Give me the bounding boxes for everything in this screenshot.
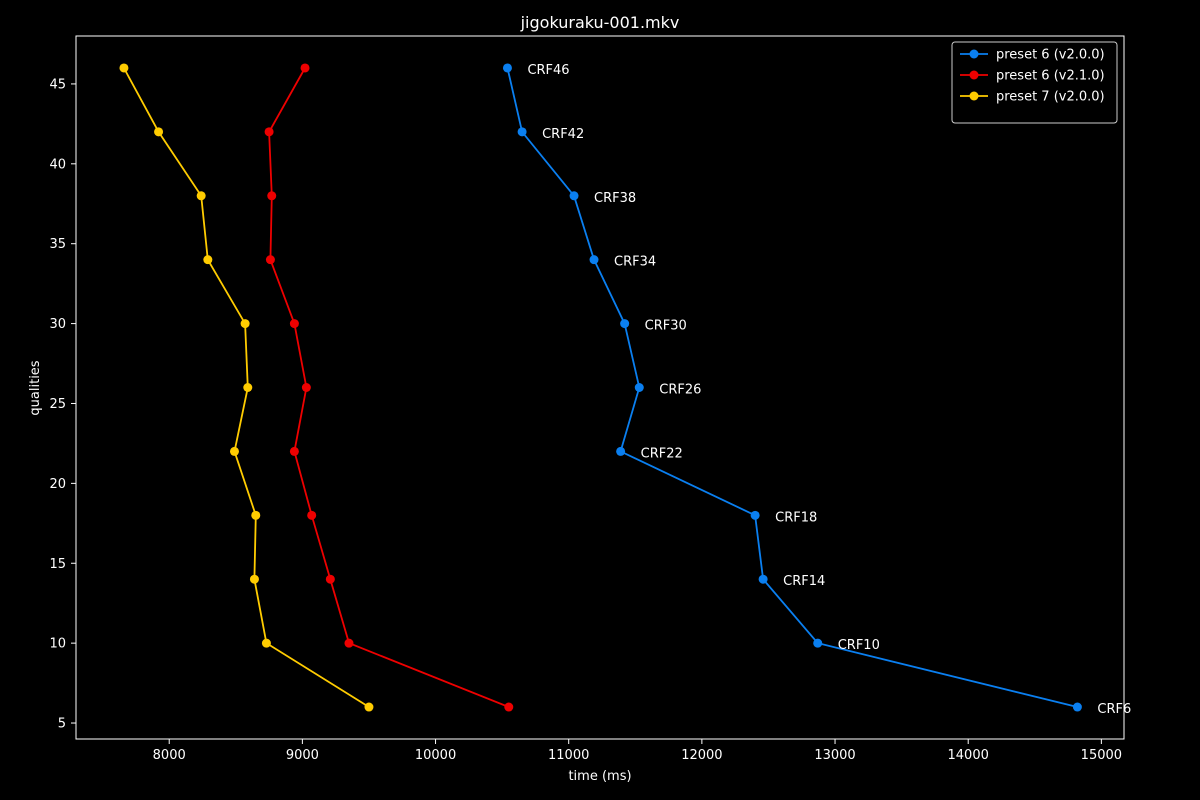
- point-label: CRF6: [1097, 702, 1131, 717]
- point-label: CRF42: [542, 127, 584, 142]
- point-label: CRF14: [783, 574, 825, 589]
- y-tick-label: 45: [49, 77, 66, 92]
- series-point-2: [364, 702, 374, 712]
- y-tick-label: 40: [49, 157, 66, 172]
- series-point-1: [504, 702, 514, 712]
- series-point-2: [229, 446, 239, 456]
- legend-marker-2: [969, 91, 979, 101]
- series-line-0: [506, 67, 1078, 708]
- series-point-0: [758, 574, 768, 584]
- series-point-0: [616, 446, 626, 456]
- series-point-0: [750, 510, 760, 520]
- series-point-2: [203, 255, 213, 265]
- series-point-2: [119, 63, 129, 73]
- legend-label-1: preset 6 (v2.1.0): [996, 69, 1105, 84]
- series-point-1: [267, 191, 277, 201]
- series-point-2: [154, 127, 164, 137]
- point-label: CRF30: [645, 319, 687, 334]
- series-point-0: [813, 638, 823, 648]
- chart-title: jigokuraku-001.mkv: [520, 13, 680, 32]
- series-point-0: [1072, 702, 1082, 712]
- series-group: [119, 63, 1082, 712]
- series-point-1: [300, 63, 310, 73]
- series-point-2: [249, 574, 259, 584]
- axis-ticks: 8000 9000 10000 11000 12000 13000 14000 15000 5 1…: [49, 77, 1122, 763]
- y-tick-label: 30: [49, 317, 66, 332]
- x-tick-label: 15000: [1081, 748, 1122, 763]
- legend-marker-0: [969, 49, 979, 59]
- x-tick-label: 10000: [415, 748, 456, 763]
- series-point-0: [620, 319, 630, 329]
- y-tick-label: 35: [49, 237, 66, 252]
- x-tick-label: 12000: [681, 748, 722, 763]
- series-point-1: [289, 446, 299, 456]
- series-point-1: [325, 574, 335, 584]
- series-point-1: [301, 383, 311, 392]
- series-point-2: [196, 191, 206, 201]
- series-point-1: [307, 510, 317, 520]
- series-point-0: [517, 127, 527, 137]
- y-axis-label: qualities: [28, 360, 43, 415]
- y-tick-label: 25: [49, 397, 66, 412]
- series-point-2: [261, 638, 271, 648]
- x-tick-label: 13000: [814, 748, 855, 763]
- series-point-2: [243, 383, 253, 392]
- point-label: CRF38: [594, 191, 636, 206]
- legend-box: [951, 41, 1118, 124]
- point-label: CRF10: [838, 638, 880, 653]
- x-tick-label: 14000: [948, 748, 989, 763]
- series-point-0: [569, 191, 579, 201]
- plot-area-frame: [75, 35, 1125, 740]
- point-label: CRF34: [614, 255, 656, 270]
- point-label: CRF46: [527, 63, 569, 78]
- y-tick-label: 20: [49, 477, 66, 492]
- legend: preset 6 (v2.0.0) preset 6 (v2.1.0) preset…: [951, 41, 1118, 124]
- x-tick-label: 9000: [286, 748, 319, 763]
- x-axis-label: time (ms): [568, 769, 631, 784]
- y-tick-label: 10: [49, 637, 66, 652]
- series-point-1: [264, 127, 274, 137]
- legend-marker-1: [969, 70, 979, 80]
- series-point-0: [634, 383, 644, 392]
- x-tick-label: 11000: [548, 748, 589, 763]
- point-label: CRF18: [775, 510, 817, 525]
- legend-label-2: preset 7 (v2.0.0): [996, 90, 1105, 105]
- point-label: CRF26: [659, 383, 701, 398]
- series-point-0: [589, 255, 599, 265]
- series-point-1: [289, 319, 299, 329]
- series-point-1: [344, 638, 354, 648]
- legend-label-0: preset 6 (v2.0.0): [996, 48, 1105, 63]
- x-tick-label: 8000: [153, 748, 186, 763]
- series-point-2: [251, 510, 261, 520]
- y-tick-label: 5: [58, 717, 66, 732]
- point-label: CRF22: [641, 446, 683, 461]
- series-point-2: [240, 319, 250, 329]
- series-point-0: [502, 63, 512, 73]
- series-point-1: [265, 255, 275, 265]
- y-tick-label: 15: [49, 557, 66, 572]
- point-labels: CRF46 CRF42 CRF38 CRF34 CRF30 CRF26 CRF22 CRF18…: [527, 63, 1131, 717]
